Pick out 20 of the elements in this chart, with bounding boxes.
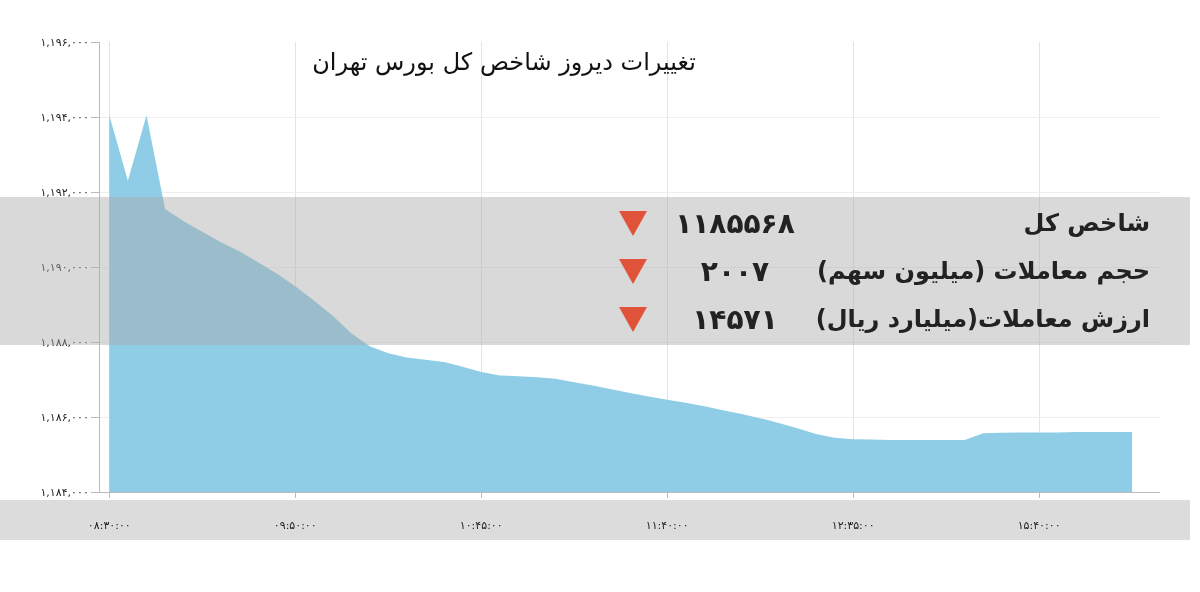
y-tick-label: ۱,۱۹۲,۰۰۰: [40, 185, 89, 199]
x-tick-label: ۰۹:۵۰:۰۰: [273, 519, 317, 533]
x-tick-label: ۱۵:۴۰:۰۰: [1017, 519, 1061, 533]
chart-title: تغییرات دیروز شاخص کل بورس تهران: [312, 48, 696, 77]
annotation: حجم معاملات (میلیون سهم): [816, 257, 1150, 285]
x-tick-label: ۱۱:۴۰:۰۰: [645, 519, 689, 533]
annotation: شاخص کل: [1022, 209, 1150, 237]
y-tick-label: ۱,۱۸۸,۰۰۰: [40, 335, 89, 349]
y-tick-label: ۱,۱۸۴,۰۰۰: [40, 485, 89, 499]
annotation: ۱۴۵۷۱: [692, 302, 778, 336]
y-tick-label: ۱,۱۹۰,۰۰۰: [40, 260, 89, 274]
x-tick-label: ۰۸:۳۰:۰۰: [87, 519, 131, 533]
annotation: ۲۰۰۷: [700, 254, 770, 288]
y-tick-label: ۱,۱۸۶,۰۰۰: [40, 410, 89, 424]
annotation: ارزش معاملات(میلیارد ریال): [815, 305, 1150, 333]
y-tick-label: ۱,۱۹۶,۰۰۰: [40, 35, 89, 49]
x-tick-label: ۱۰:۴۵:۰۰: [459, 519, 503, 533]
annotation: ۱۱۸۵۵۶۸: [674, 206, 796, 240]
y-tick-label: ۱,۱۹۴,۰۰۰: [40, 110, 89, 124]
x-tick-label: ۱۲:۳۵:۰۰: [831, 519, 875, 533]
